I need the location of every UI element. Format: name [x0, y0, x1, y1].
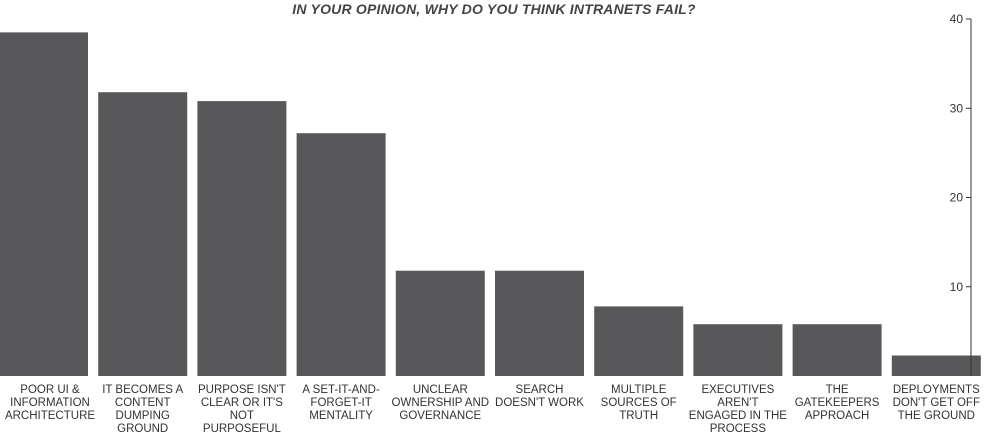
y-tick-label-30: 30 — [950, 101, 964, 115]
x-tick-label-0: POOR UI & INFORMATION ARCHITECTURE — [4, 384, 96, 422]
bar-7 — [693, 324, 783, 376]
bar-8 — [792, 324, 882, 376]
x-tick-label-3: A SET-IT-AND-FORGET-IT MENTALITY — [302, 384, 380, 422]
bar-4 — [395, 270, 485, 376]
x-tick-label-9: DEPLOYMENTS DON'T GET OFF THE GROUND — [892, 384, 980, 422]
y-tick-label-10: 10 — [950, 280, 964, 294]
x-tick-label-5: SEARCH DOESN'T WORK — [495, 384, 584, 409]
x-tick-label-2: PURPOSE ISN'T CLEAR OR IT'S NOT PURPOSEF… — [197, 384, 286, 435]
x-tick-label-8: THE GATEKEEPERS APPROACH — [794, 384, 880, 422]
bar-1 — [98, 92, 188, 376]
x-tick-label-4: UNCLEAR OWNERSHIP AND GOVERNANCE — [391, 384, 490, 422]
bar-6 — [594, 306, 684, 376]
y-tick-label-40: 40 — [950, 12, 964, 26]
y-tick-label-20: 20 — [950, 191, 964, 205]
bar-3 — [296, 133, 386, 376]
x-tick-label-1: IT BECOMES A CONTENT DUMPING GROUND — [102, 384, 184, 435]
bar-5 — [495, 270, 584, 376]
x-tick-label-6: MULTIPLE SOURCES OF TRUTH — [600, 384, 677, 422]
x-tick-label-7: EXECUTIVES AREN'T ENGAGED IN THE PROCESS — [688, 384, 787, 435]
bar-9 — [891, 355, 981, 376]
bar-0 — [0, 32, 88, 377]
bar-2 — [197, 101, 287, 376]
chart-title: IN YOUR OPINION, WHY DO YOU THINK INTRAN… — [292, 1, 696, 17]
